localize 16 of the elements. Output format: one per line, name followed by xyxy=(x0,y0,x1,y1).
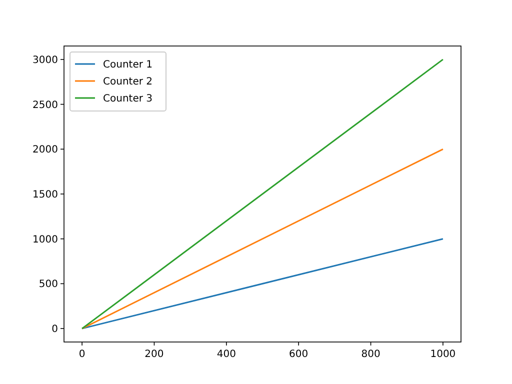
y-tick-label: 2000 xyxy=(32,144,58,156)
x-tick-label: 800 xyxy=(361,349,380,360)
x-tick-label: 600 xyxy=(289,349,308,360)
y-tick-label: 500 xyxy=(38,279,58,290)
y-tick-label: 2500 xyxy=(32,100,58,111)
x-tick-label: 1000 xyxy=(430,349,456,360)
legend-label: Counter 1 xyxy=(103,60,153,70)
y-tick-label: 1500 xyxy=(32,190,58,200)
legend-label: Counter 3 xyxy=(103,94,153,104)
x-tick-label: 0 xyxy=(78,349,86,360)
y-tick-label: 3000 xyxy=(32,54,58,66)
legend-label: Counter 2 xyxy=(103,76,153,88)
y-tick-label: 1000 xyxy=(32,234,58,246)
x-tick-label: 400 xyxy=(216,349,236,360)
y-tick-label: 0 xyxy=(52,324,58,336)
x-tick-label: 200 xyxy=(144,349,164,360)
